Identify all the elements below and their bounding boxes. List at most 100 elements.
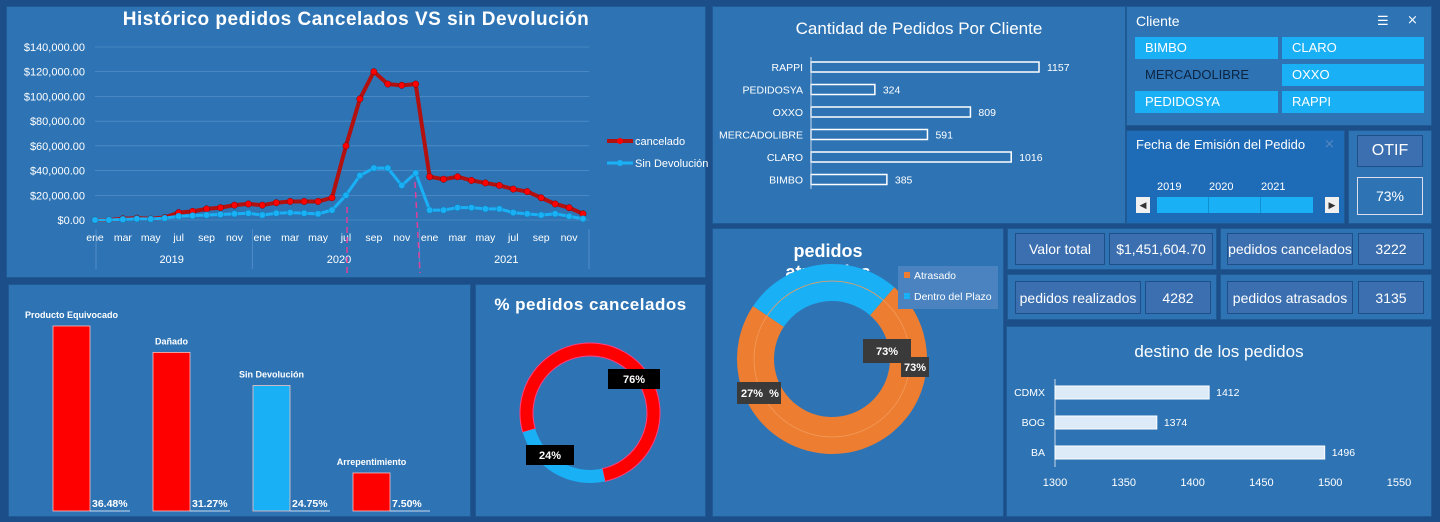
timeline-divider bbox=[1208, 197, 1209, 213]
timeline-year-2020[interactable]: 2020 bbox=[1209, 181, 1234, 193]
data-point bbox=[398, 81, 406, 89]
client-chart-title: Cantidad de Pedidos Por Cliente bbox=[795, 19, 1043, 38]
cancel-donut-panel: % pedidos cancelados 76% 24% bbox=[475, 284, 706, 517]
slice-atrasado bbox=[737, 287, 927, 454]
slicer-item-rappi[interactable]: RAPPI bbox=[1282, 91, 1424, 113]
x-month-label: nov bbox=[393, 232, 411, 244]
data-point bbox=[133, 215, 141, 223]
data-point bbox=[147, 215, 155, 223]
kpi-cancel-panel: pedidos cancelados 3222 bbox=[1220, 228, 1432, 270]
data-point bbox=[119, 215, 127, 223]
x-month-label: sep bbox=[365, 232, 382, 244]
data-point bbox=[342, 191, 350, 199]
data-point bbox=[203, 211, 210, 219]
data-point bbox=[272, 209, 280, 217]
timeline-year-2019[interactable]: 2019 bbox=[1157, 181, 1182, 193]
bar-value-label: 36.48% bbox=[92, 498, 128, 510]
data-point bbox=[523, 210, 531, 218]
data-point bbox=[384, 80, 392, 88]
data-point bbox=[440, 206, 448, 214]
slicer-item-claro[interactable]: CLARO bbox=[1282, 37, 1424, 59]
kpi-real-value: 4282 bbox=[1145, 281, 1211, 314]
client-bar-chart: RAPPI 1157 PEDIDOSYA 324 OXXO 809 MERCADOLIBRE… bbox=[719, 57, 1070, 189]
multi-select-icon[interactable]: ☰ bbox=[1377, 13, 1389, 28]
timeline-clear-icon[interactable]: ⨯ bbox=[1324, 136, 1335, 151]
dest-bar bbox=[1054, 445, 1326, 460]
slice-dentro-plazo bbox=[753, 264, 895, 327]
y-tick-label: $100,000.00 bbox=[24, 91, 85, 103]
data-point bbox=[370, 68, 378, 76]
bar-value-label: 809 bbox=[978, 107, 996, 119]
timeline-divider bbox=[1260, 197, 1261, 213]
timeline-year-2021[interactable]: 2021 bbox=[1261, 181, 1286, 193]
data-point bbox=[286, 198, 294, 205]
data-point bbox=[356, 95, 364, 103]
slicer-item-pedidosya[interactable]: PEDIDOSYA bbox=[1135, 91, 1278, 113]
client-bar bbox=[810, 151, 1012, 163]
legend-label: Dentro del Plazo bbox=[914, 291, 992, 303]
bar-category-label: BOG bbox=[1022, 417, 1045, 429]
bar-category-label: CDMX bbox=[1014, 387, 1045, 399]
bar-value-label: 591 bbox=[935, 130, 953, 142]
bar-category-label: CLARO bbox=[767, 152, 803, 164]
data-point bbox=[244, 209, 252, 217]
data-point bbox=[509, 185, 517, 193]
data-point bbox=[551, 200, 559, 208]
x-month-label: sep bbox=[533, 232, 550, 244]
x-tick-label: 1500 bbox=[1318, 477, 1342, 489]
x-month-label: may bbox=[308, 232, 329, 244]
otif-panel: OTIF 73% bbox=[1348, 130, 1432, 224]
kpi-real-label: pedidos realizados bbox=[1015, 281, 1141, 314]
bar-value-label: 7.50% bbox=[392, 498, 422, 510]
x-tick-label: 1450 bbox=[1249, 477, 1273, 489]
fecha-timeline-title: Fecha de Emisión del Pedido bbox=[1136, 137, 1306, 152]
slicer-item-mercadolibre[interactable]: MERCADOLIBRE bbox=[1135, 64, 1278, 86]
x-month-label: ene bbox=[421, 232, 439, 244]
bar-value-label: 31.27% bbox=[192, 498, 228, 510]
cliente-slicer-title: Cliente bbox=[1136, 13, 1180, 29]
timeline-bar[interactable] bbox=[1157, 197, 1313, 213]
bar-value-label: 1016 bbox=[1019, 152, 1043, 164]
y-tick-label: $120,000.00 bbox=[24, 67, 85, 79]
bar-value-label: 1374 bbox=[1164, 417, 1188, 429]
late-donut-chart: Atrasado Dentro del Plazo 73% 73% 27%% bbox=[737, 264, 998, 454]
donut-label-pct: % bbox=[769, 388, 779, 400]
x-month-label: mar bbox=[281, 232, 300, 244]
bar-value-label: 1496 bbox=[1332, 447, 1356, 459]
timeline-scroll-right[interactable]: ▶ bbox=[1325, 197, 1339, 213]
data-point bbox=[565, 212, 573, 220]
dest-bar bbox=[1054, 415, 1158, 430]
client-bar bbox=[810, 61, 1040, 73]
x-month-label: nov bbox=[226, 232, 244, 244]
clear-filter-icon[interactable]: ⨯ bbox=[1407, 12, 1418, 27]
bar-value-label: 385 bbox=[895, 175, 913, 187]
client-bar bbox=[810, 83, 876, 96]
data-point bbox=[91, 216, 99, 224]
bar-category-label: BIMBO bbox=[769, 175, 803, 187]
x-month-label: jul bbox=[507, 232, 519, 244]
data-point bbox=[523, 188, 531, 196]
data-point bbox=[537, 211, 545, 219]
kpi-atr-panel: pedidos atrasados 3135 bbox=[1220, 274, 1432, 320]
bar-category-label: OXXO bbox=[773, 107, 803, 119]
data-point bbox=[300, 198, 308, 205]
y-tick-label: $60,000.00 bbox=[30, 141, 85, 153]
data-point bbox=[384, 164, 392, 172]
x-tick-label: 1350 bbox=[1112, 477, 1136, 489]
data-point bbox=[258, 201, 266, 209]
slicer-item-oxxo[interactable]: OXXO bbox=[1282, 64, 1424, 86]
line-chart: $140,000.00 $120,000.00 $100,000.00 $80,000… bbox=[24, 42, 708, 274]
x-month-label: ene bbox=[86, 232, 104, 244]
dest-chart-title: destino de los pedidos bbox=[1134, 342, 1304, 361]
slicer-item-bimbo[interactable]: BIMBO bbox=[1135, 37, 1278, 59]
y-tick-label: $40,000.00 bbox=[30, 166, 85, 178]
line-chart-title: Histórico pedidos Cancelados VS sin Devo… bbox=[122, 9, 590, 30]
data-point bbox=[328, 194, 336, 202]
timeline-scroll-left[interactable]: ◀ bbox=[1136, 197, 1150, 213]
x-month-label: jul bbox=[340, 232, 352, 244]
bar-category-label: Arrepentimiento bbox=[337, 457, 407, 467]
legend-label: Sin Devolución bbox=[635, 158, 708, 170]
data-point bbox=[495, 181, 503, 189]
data-point bbox=[412, 80, 420, 88]
